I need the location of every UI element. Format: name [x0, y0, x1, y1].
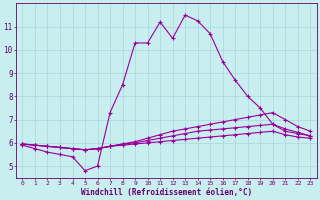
X-axis label: Windchill (Refroidissement éolien,°C): Windchill (Refroidissement éolien,°C): [81, 188, 252, 197]
